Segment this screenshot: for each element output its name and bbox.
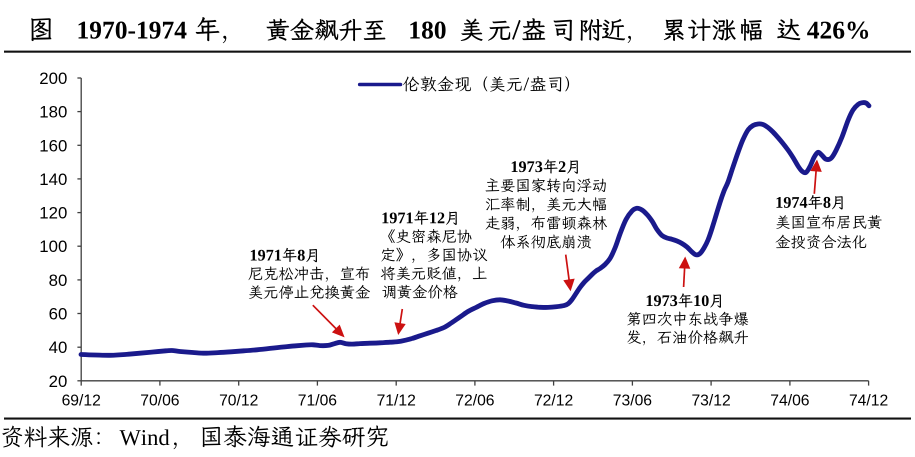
svg-text:20: 20	[49, 372, 68, 391]
svg-text:70/12: 70/12	[219, 393, 258, 410]
svg-text:74/06: 74/06	[770, 393, 810, 410]
svg-text:120: 120	[39, 204, 67, 223]
svg-text:74/12: 74/12	[849, 393, 888, 410]
svg-text:71/12: 71/12	[377, 393, 416, 410]
svg-text:60: 60	[49, 305, 68, 324]
svg-text:72/12: 72/12	[534, 393, 573, 410]
svg-text:200: 200	[39, 69, 67, 88]
svg-text:73/06: 73/06	[613, 393, 653, 410]
svg-text:140: 140	[39, 170, 67, 189]
svg-text:100: 100	[39, 237, 67, 256]
svg-text:71/06: 71/06	[298, 393, 338, 410]
svg-text:69/12: 69/12	[62, 393, 101, 410]
svg-text:80: 80	[49, 271, 68, 290]
svg-text:160: 160	[39, 136, 67, 155]
svg-text:180: 180	[39, 103, 67, 122]
svg-text:72/06: 72/06	[455, 393, 495, 410]
svg-text:40: 40	[49, 338, 68, 357]
svg-text:70/06: 70/06	[140, 393, 180, 410]
svg-text:73/12: 73/12	[691, 393, 730, 410]
